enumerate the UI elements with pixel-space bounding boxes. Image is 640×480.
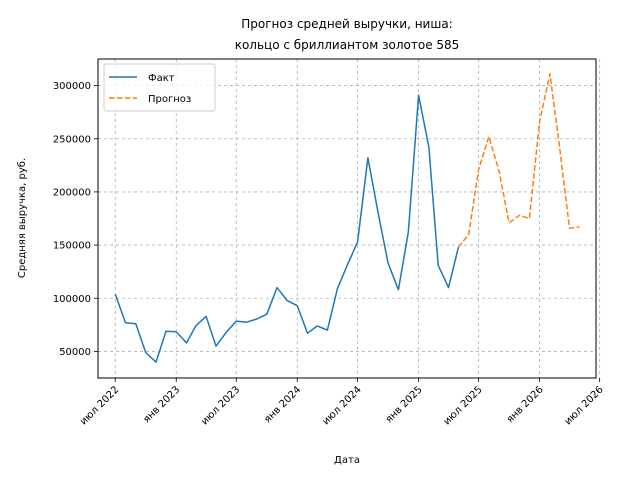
y-axis-label: Средняя выручка, руб. [17, 158, 28, 278]
y-axis-ticks: 50000 100000 150000 200000 250000 300000 [53, 81, 98, 358]
plot-area-frame [97, 58, 597, 379]
legend-label-fact: Факт [148, 73, 175, 84]
chart-title-line-2: кольцо с бриллиантом золотое 585 [235, 38, 460, 52]
grid-lines [98, 59, 601, 378]
series-line-fact [114, 94, 460, 363]
legend-label-forecast: Прогноз [148, 94, 191, 105]
y-tick-label: 200000 [53, 187, 91, 198]
legend: Факт Прогноз [103, 63, 216, 112]
x-axis-label: Дата [334, 455, 360, 466]
y-tick-label: 150000 [53, 241, 91, 252]
y-tick-label: 50000 [59, 347, 91, 358]
y-tick-label: 250000 [53, 134, 91, 145]
series-line-forecast [457, 73, 580, 248]
chart-title-line-1: Прогноз средней выручки, ниша: [241, 17, 452, 31]
y-tick-label: 100000 [53, 294, 91, 305]
y-tick-label: 300000 [53, 81, 91, 92]
series-lines [114, 73, 580, 363]
legend-box [103, 63, 216, 112]
